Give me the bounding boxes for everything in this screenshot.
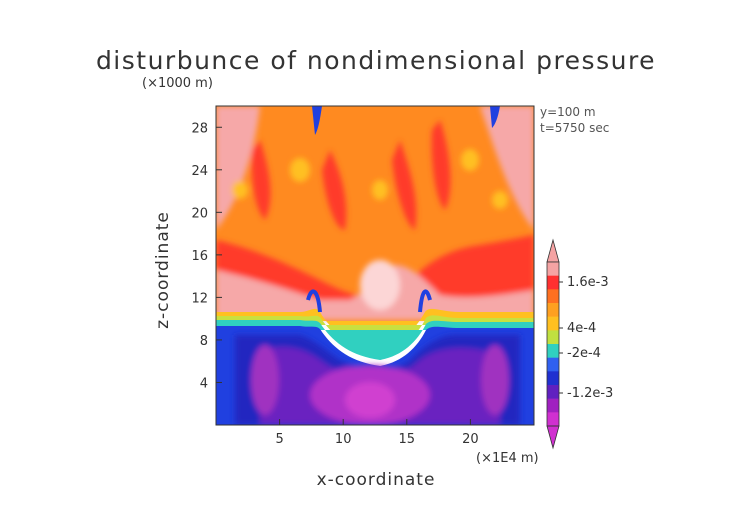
colorbar-swatch (547, 344, 559, 358)
x-axis-label: x-coordinate (316, 470, 436, 490)
x-tick-label: 5 (275, 432, 283, 447)
z-unit-label: (×1000 m) (142, 76, 213, 91)
colorbar-max-arrow (546, 238, 560, 263)
chart-title: disturbunce of nondimensional pressure (95, 46, 657, 75)
colorbar-label: -2e-4 (567, 346, 601, 361)
y-tick-label: 20 (191, 206, 208, 221)
y-tick-label: 16 (191, 249, 208, 264)
colorbar-label: 4e-4 (567, 321, 596, 336)
colorbar-swatch (547, 398, 559, 413)
colorbar: 1.6e-3 4e-4 -2e-4 -1.2e-3 (546, 238, 613, 450)
colorbar-swatch (547, 330, 559, 345)
colorbar-swatch (547, 371, 559, 386)
y-tick-label: 8 (200, 334, 208, 349)
y-ticks: 4 8 12 16 20 24 28 (191, 121, 222, 391)
colorbar-swatch (547, 385, 559, 399)
x-tick-label: 20 (462, 432, 479, 447)
x-unit-label: (×1E4 m) (476, 451, 539, 466)
colorbar-swatch (547, 275, 559, 290)
colorbar-swatch (547, 289, 559, 304)
x-ticks: 5 10 15 20 (275, 419, 479, 447)
colorbar-swatch (547, 357, 559, 372)
colorbar-label: -1.2e-3 (567, 386, 613, 401)
y-tick-label: 12 (191, 291, 208, 306)
colorbar-swatch (547, 412, 559, 427)
x-tick-label: 15 (399, 432, 416, 447)
colorbar-frame (546, 261, 560, 427)
annotation-time: t=5750 sec (540, 121, 610, 135)
y-tick-label: 24 (191, 164, 208, 179)
contour-field (216, 106, 534, 425)
plot-frame (215, 105, 535, 426)
annotation-y: y=100 m (540, 105, 596, 119)
colorbar-swatch (547, 303, 559, 317)
y-tick-label: 28 (191, 121, 208, 136)
colorbar-min-arrow (546, 425, 560, 450)
colorbar-swatch (547, 262, 559, 276)
x-tick-label: 10 (335, 432, 352, 447)
y-tick-label: 4 (200, 376, 208, 391)
colorbar-swatch (547, 316, 559, 331)
colorbar-label: 1.6e-3 (567, 275, 609, 290)
